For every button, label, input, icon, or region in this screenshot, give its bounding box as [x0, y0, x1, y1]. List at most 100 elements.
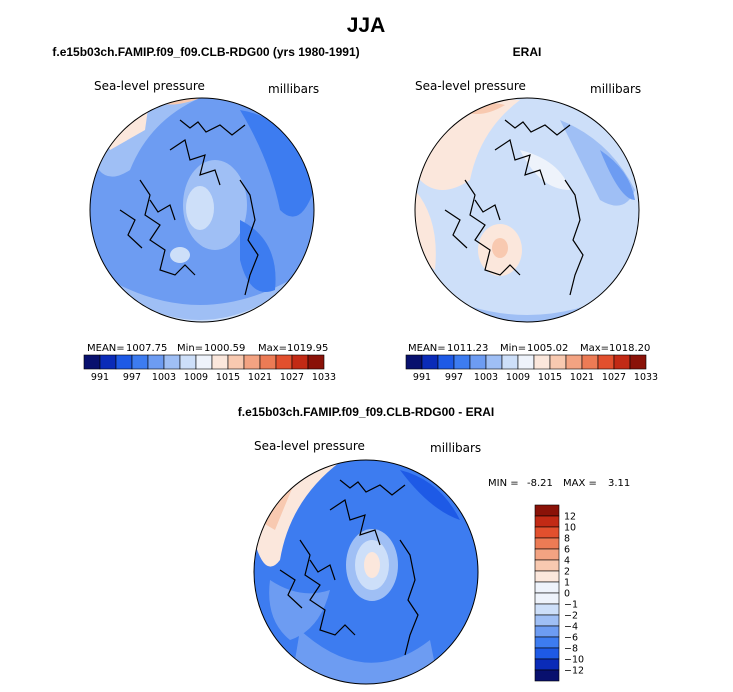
panel-erai-min-label: Min= [500, 343, 526, 354]
colorbar-swatch [534, 614, 560, 627]
colorbar-swatch [131, 354, 149, 370]
colorbar-tick-label: 0 [564, 589, 570, 600]
colorbar-swatch [227, 354, 245, 370]
panel-model-units: millibars [268, 82, 319, 96]
colorbar-swatch [291, 354, 309, 370]
colorbar-tick-label: −6 [564, 633, 578, 644]
panel-model-min-value: 1000.59 [204, 343, 245, 354]
panel-difference-min-label: MIN = [488, 478, 519, 489]
colorbar-tick-label: 997 [123, 372, 141, 383]
colorbar-swatch [275, 354, 293, 370]
colorbar-swatch [534, 526, 560, 539]
colorbar-swatch [534, 647, 560, 660]
colorbar-swatch [485, 354, 503, 370]
colorbar-swatch [597, 354, 615, 370]
colorbar-swatch [534, 603, 560, 616]
colorbar-swatch [534, 592, 560, 605]
colorbar-tick-label: 1033 [634, 372, 658, 383]
panel-erai-colorbar: 991 997 1003 1009 1015 1021 1027 1033 [405, 354, 658, 383]
colorbar-swatch [163, 354, 181, 370]
panel-difference-max-label: MAX = [563, 478, 597, 489]
panel-erai-max-label: Max= [580, 343, 609, 354]
colorbar-swatch [533, 354, 551, 370]
colorbar-swatch [421, 354, 439, 370]
panel-erai-map [415, 98, 639, 322]
colorbar-swatch [534, 515, 560, 528]
colorbar-tick-label: 2 [564, 567, 570, 578]
colorbar-tick-label: −8 [564, 644, 578, 655]
panel-model-field-label: Sea-level pressure [94, 79, 205, 93]
colorbar-swatch [469, 354, 487, 370]
colorbar-tick-label: 1003 [474, 372, 498, 383]
colorbar-tick-label: 1009 [184, 372, 208, 383]
colorbar-swatch [243, 354, 261, 370]
colorbar-tick-label: 1021 [248, 372, 272, 383]
colorbar-tick-label: −10 [564, 655, 584, 666]
colorbar-swatch [534, 669, 560, 682]
colorbar-swatch [307, 354, 325, 370]
colorbar-swatch [565, 354, 583, 370]
figure-title: JJA [347, 14, 386, 37]
panel-model-title: f.e15b03ch.FAMIP.f09_f09.CLB-RDG00 (yrs … [52, 45, 359, 59]
panel-model: f.e15b03ch.FAMIP.f09_f09.CLB-RDG00 (yrs … [52, 45, 359, 383]
panel-difference-max-value: 3.11 [608, 478, 630, 489]
colorbar-tick-label: 997 [445, 372, 463, 383]
colorbar-tick-label: −2 [564, 611, 578, 622]
colorbar-swatch [534, 581, 560, 594]
colorbar-swatch [581, 354, 599, 370]
colorbar-swatch [534, 537, 560, 550]
colorbar-swatch [453, 354, 471, 370]
colorbar-tick-label: 1027 [602, 372, 626, 383]
panel-difference-field-label: Sea-level pressure [254, 439, 365, 453]
colorbar-swatch [613, 354, 631, 370]
colorbar-tick-label: 1015 [538, 372, 562, 383]
colorbar-swatch [179, 354, 197, 370]
colorbar-swatch [629, 354, 647, 370]
colorbar-swatch [211, 354, 229, 370]
colorbar-tick-label: 8 [564, 534, 570, 545]
panel-model-mean-value: 1007.75 [126, 343, 167, 354]
panel-difference: f.e15b03ch.FAMIP.f09_f09.CLB-RDG00 - ERA… [238, 405, 630, 685]
colorbar-swatch [534, 658, 560, 671]
colorbar-swatch [437, 354, 455, 370]
panel-erai-mean-label: MEAN= [408, 343, 446, 354]
colorbar-tick-label: 1015 [216, 372, 240, 383]
colorbar-tick-label: 1027 [280, 372, 304, 383]
panel-erai-min-value: 1005.02 [527, 343, 568, 354]
colorbar-tick-label: −4 [564, 622, 578, 633]
panel-erai-title: ERAI [513, 45, 542, 59]
panel-erai: ERAI Sea-level pressure millibars MEAN= … [405, 45, 658, 383]
colorbar-swatch [115, 354, 133, 370]
colorbar-tick-label: 991 [413, 372, 431, 383]
colorbar-tick-label: −12 [564, 666, 584, 677]
colorbar-tick-label: 1021 [570, 372, 594, 383]
colorbar-tick-label: 1009 [506, 372, 530, 383]
colorbar-swatch [534, 559, 560, 572]
panel-difference-map [254, 460, 478, 684]
colorbar-tick-label: 12 [564, 512, 576, 523]
colorbar-swatch [534, 570, 560, 583]
colorbar-swatch [195, 354, 213, 370]
colorbar-swatch [534, 548, 560, 561]
panel-model-mean-label: MEAN= [87, 343, 125, 354]
colorbar-tick-label: 1 [564, 578, 570, 589]
panel-model-max-label: Max= [258, 343, 287, 354]
colorbar-tick-label: 1003 [152, 372, 176, 383]
panel-model-max-value: 1019.95 [287, 343, 328, 354]
colorbar-swatch [83, 354, 101, 370]
colorbar-tick-label: 991 [91, 372, 109, 383]
colorbar-swatch [534, 625, 560, 638]
colorbar-swatch [259, 354, 277, 370]
panel-erai-field-label: Sea-level pressure [415, 79, 526, 93]
colorbar-swatch [99, 354, 117, 370]
colorbar-tick-label: 10 [564, 523, 576, 534]
colorbar-tick-label: 6 [564, 545, 570, 556]
panel-model-colorbar: 991 997 1003 1009 1015 1021 1027 1033 [83, 354, 336, 383]
panel-erai-units: millibars [590, 82, 641, 96]
colorbar-swatch [501, 354, 519, 370]
panel-erai-max-value: 1018.20 [609, 343, 650, 354]
colorbar-tick-label: 1033 [312, 372, 336, 383]
colorbar-swatch [534, 504, 560, 517]
